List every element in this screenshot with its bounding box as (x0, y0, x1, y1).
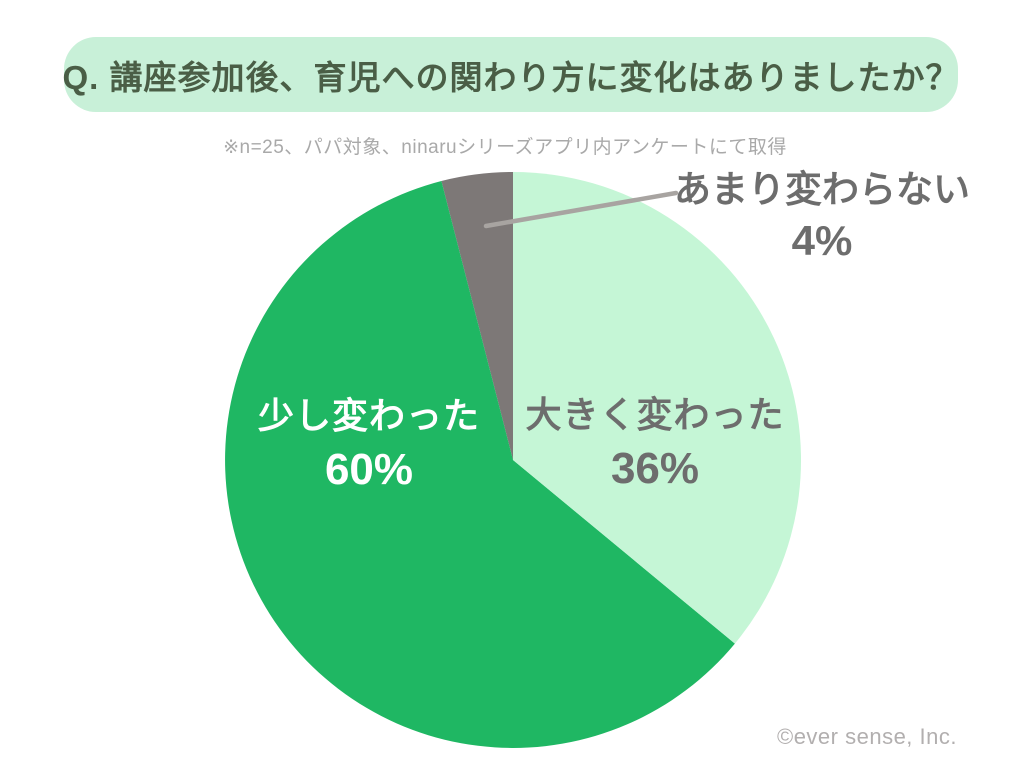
pie-slice-3 (441, 171, 513, 461)
copyright-text: ©ever sense, Inc. (776, 724, 957, 749)
slice-label-big-change: 大きく変わった 36% (505, 390, 805, 498)
slice-label-no-change-pct: 4% (791, 217, 853, 264)
question-title: Q. 講座参加後、育児への関わり方に変化はありましたか？ (62, 58, 960, 96)
question-banner: Q. 講座参加後、育児への関わり方に変化はありましたか？ (62, 37, 960, 112)
pie-slice-1 (513, 172, 802, 644)
slice-label-big-change-name: 大きく変わった (525, 394, 785, 435)
slice-label-no-change-name: あまり変わらない (674, 169, 970, 210)
slice-label-big-change-pct: 36% (610, 444, 700, 493)
slice-label-small-change: 少し変わった 60% (219, 391, 519, 499)
slice-label-small-change-name: 少し変わった (257, 395, 480, 436)
slice-label-no-change: あまり変わらない 4% (672, 167, 972, 269)
pie-slice-2 (225, 181, 735, 748)
callout-line (483, 190, 679, 229)
survey-note: ※n=25、パパ対象、ninaruシリーズアプリ内アンケートにて取得 (223, 137, 787, 158)
slice-label-small-change-pct: 60% (324, 445, 414, 494)
